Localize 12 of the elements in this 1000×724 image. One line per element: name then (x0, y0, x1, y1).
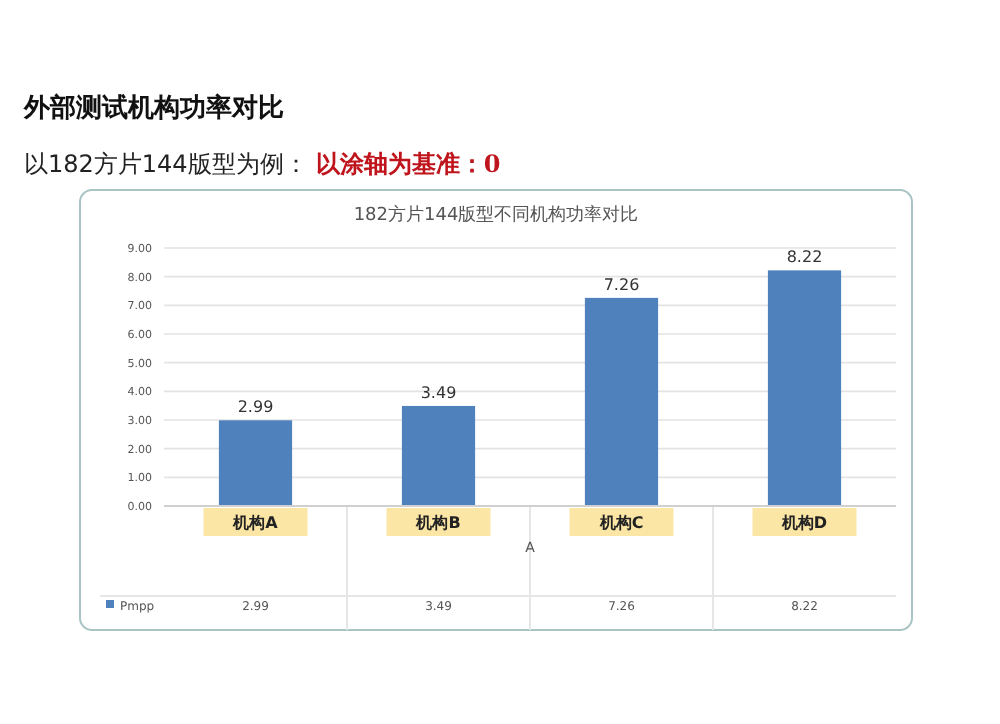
chart-title: 182方片144版型不同机构功率对比 (353, 204, 639, 226)
data-label: 2.99 (237, 398, 274, 417)
x-tick-label: 机构B (414, 514, 461, 532)
text: 外部测试机构功率对比 (22, 92, 284, 124)
data-label: 8.22 (786, 248, 823, 267)
x-tick-label: 机构D (779, 514, 828, 532)
data-label: 3.49 (420, 383, 457, 402)
text: 以涂轴为基准：0 (315, 150, 501, 178)
data-label: 7.26 (603, 275, 640, 294)
x-tick-label: 机构C (597, 514, 644, 532)
chart-subtitle: 以182方片144版型为例： (24, 150, 308, 178)
x-tick-label: 机构A (231, 514, 280, 532)
